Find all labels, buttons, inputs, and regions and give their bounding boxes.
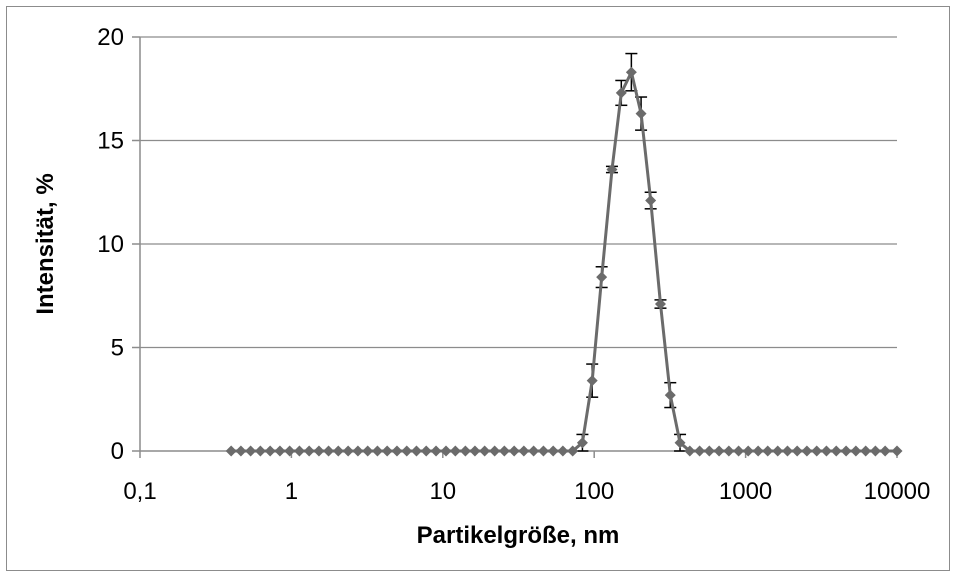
data-point-64 — [850, 445, 862, 457]
data-point-4 — [264, 445, 276, 457]
data-point-66 — [869, 445, 881, 457]
data-point-18 — [401, 445, 413, 457]
data-point-5 — [274, 445, 286, 457]
data-point-62 — [830, 445, 842, 457]
data-point-11 — [332, 445, 344, 457]
data-point-45 — [664, 389, 676, 401]
data-point-38 — [596, 271, 608, 283]
data-point-6 — [284, 445, 296, 457]
data-point-58 — [791, 445, 803, 457]
data-point-23 — [449, 445, 461, 457]
data-point-26 — [479, 445, 491, 457]
series-path — [231, 70, 897, 453]
data-point-15 — [371, 445, 383, 457]
data-point-37 — [586, 375, 598, 387]
data-point-22 — [440, 445, 452, 457]
data-point-12 — [342, 445, 354, 457]
data-point-8 — [303, 445, 315, 457]
data-point-14 — [362, 445, 374, 457]
data-point-24 — [459, 445, 471, 457]
x-axis-title: Partikelgröße, nm — [417, 522, 620, 549]
data-point-63 — [840, 445, 852, 457]
data-point-51 — [723, 445, 735, 457]
data-point-47 — [684, 445, 696, 457]
data-point-41 — [625, 66, 637, 78]
x-tick-label-100: 100 — [574, 478, 614, 505]
data-point-33 — [547, 445, 559, 457]
data-point-61 — [820, 445, 832, 457]
data-point-1 — [235, 445, 247, 457]
data-point-48 — [694, 445, 706, 457]
data-point-25 — [469, 445, 481, 457]
x-tick-label-10: 10 — [429, 478, 456, 505]
data-point-2 — [245, 445, 257, 457]
data-point-21 — [430, 445, 442, 457]
data-point-31 — [528, 445, 540, 457]
y-tick-label-0: 0 — [111, 438, 124, 465]
data-point-7 — [293, 445, 305, 457]
data-point-13 — [352, 445, 364, 457]
x-tick-label-1000: 1000 — [719, 478, 772, 505]
data-point-19 — [410, 445, 422, 457]
data-point-57 — [781, 445, 793, 457]
y-tick-label-5: 5 — [111, 335, 124, 362]
data-point-46 — [674, 437, 686, 449]
data-point-30 — [518, 445, 530, 457]
data-point-10 — [323, 445, 335, 457]
x-tick-labels: 0,1 1 10 100 1000 10000 — [123, 478, 930, 505]
y-tick-label-10: 10 — [97, 231, 124, 258]
chart-frame — [6, 6, 950, 571]
data-point-34 — [557, 445, 569, 457]
y-tick-label-15: 15 — [97, 128, 124, 155]
data-point-29 — [508, 445, 520, 457]
y-tick-labels: 0 5 10 15 20 — [97, 24, 124, 465]
data-point-17 — [391, 445, 403, 457]
data-point-55 — [762, 445, 774, 457]
x-tick-label-10000: 10000 — [864, 478, 931, 505]
y-tick-label-20: 20 — [97, 24, 124, 51]
data-point-0 — [225, 445, 237, 457]
data-point-59 — [801, 445, 813, 457]
data-point-67 — [879, 445, 891, 457]
data-point-50 — [713, 445, 725, 457]
data-point-44 — [654, 298, 666, 310]
data-point-28 — [498, 445, 510, 457]
data-point-27 — [489, 445, 501, 457]
data-point-39 — [606, 163, 618, 175]
data-point-53 — [742, 445, 754, 457]
series-line — [231, 70, 897, 453]
x-tick-label-1: 1 — [285, 478, 298, 505]
data-markers — [225, 66, 903, 457]
data-point-32 — [537, 445, 549, 457]
axes — [132, 36, 898, 458]
x-tick-label-0,1: 0,1 — [123, 478, 156, 505]
data-point-40 — [615, 87, 627, 99]
data-point-20 — [420, 445, 432, 457]
data-point-9 — [313, 445, 325, 457]
data-point-36 — [576, 437, 588, 449]
data-point-49 — [703, 445, 715, 457]
y-axis-title: Intensität, % — [32, 173, 59, 314]
data-point-42 — [635, 108, 647, 120]
data-point-16 — [381, 445, 393, 457]
data-point-43 — [645, 195, 657, 207]
data-point-3 — [254, 445, 266, 457]
data-point-68 — [891, 445, 903, 457]
grid-lines — [140, 36, 897, 349]
data-point-56 — [772, 445, 784, 457]
data-point-35 — [567, 445, 579, 457]
data-point-54 — [752, 445, 764, 457]
data-point-52 — [733, 445, 745, 457]
data-point-60 — [811, 445, 823, 457]
data-point-65 — [860, 445, 872, 457]
